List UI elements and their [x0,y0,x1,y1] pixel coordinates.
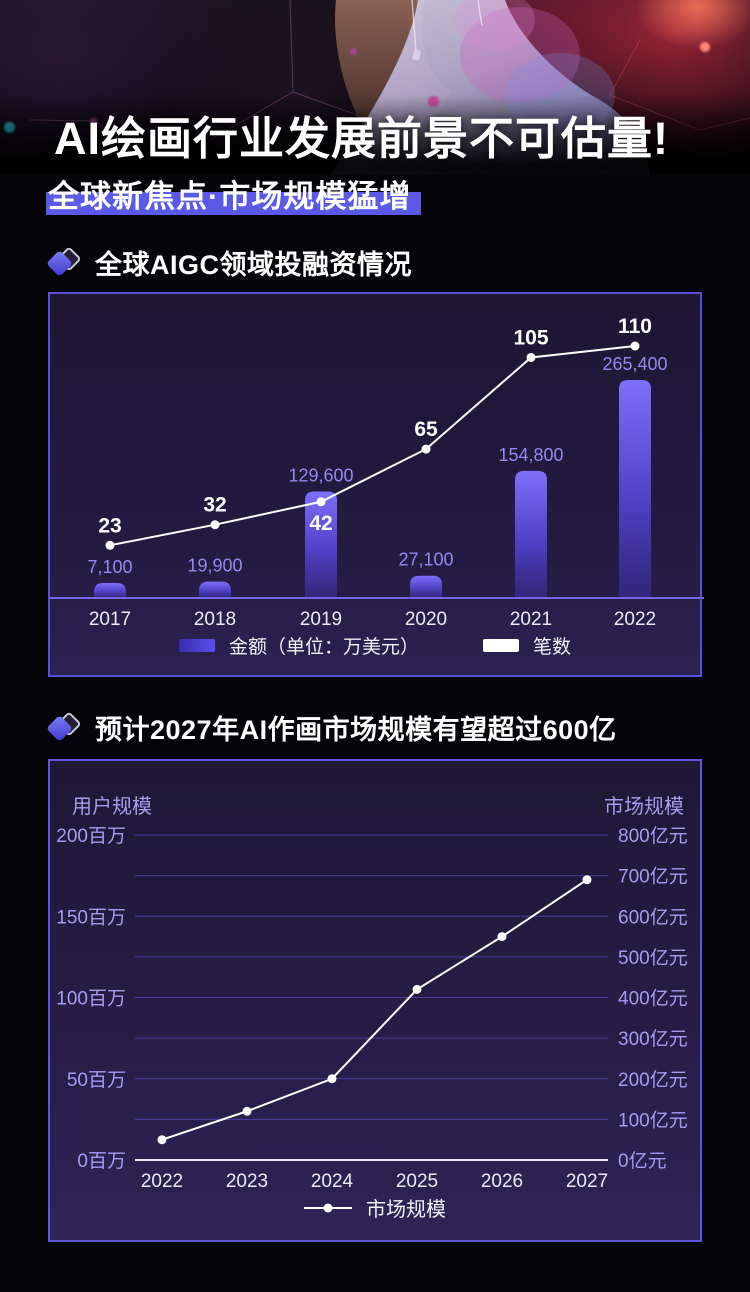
page-subtitle: 全球新焦点·市场规模猛增 [46,171,422,216]
section2-heading: 预计2027年AI作画市场规模有望超过600亿 [95,715,617,745]
point-2027 [582,875,592,885]
point-2023 [242,1106,252,1116]
point-2022 [157,1135,167,1145]
right-tick-label: 300亿元 [618,1028,688,1050]
market-legend-label: 市场规模 [366,1199,446,1221]
point-2019 [316,497,326,507]
right-tick-label: 200亿元 [618,1069,688,1091]
bar-2022 [619,380,651,598]
right-tick-label: 700亿元 [618,866,688,888]
x-tick-label: 2021 [510,609,552,630]
amount-legend-label: 金额（单位：万美元） [228,637,419,658]
left-tick-label: 150百万 [56,907,126,928]
investment-chart-panel: 7,100 19,900 129,600 27,100 154,800 265,400 23… [48,292,704,677]
line-value-label: 105 [513,326,548,349]
line-marker-icon [304,1203,352,1212]
count-legend-label: 笔数 [533,637,572,658]
section1-header: 全球AIGC领域投融资情况 [46,243,412,282]
diamond-icon [46,710,82,744]
diamond-icon [46,245,82,279]
left-tick-label: 200百万 [56,826,126,847]
count-swatch-icon [483,639,519,652]
line-value-label: 65 [414,418,438,441]
left-axis-title: 用户规模 [72,795,152,818]
x-tick-label: 2022 [141,1171,183,1192]
bar-2018 [199,581,231,598]
market-line [161,878,588,1141]
line-value-label: 42 [309,512,332,535]
point-2021 [526,352,536,362]
bar-value-label: 27,100 [398,550,453,570]
x-tick-label: 2024 [311,1171,354,1192]
legend-item-count: 笔数 [483,632,571,659]
bokeh-dot [700,42,710,52]
line-value-label: 32 [203,494,226,517]
subtitle-highlight [46,192,422,215]
point-2018 [210,520,220,530]
section1-heading: 全球AIGC领域投融资情况 [95,250,412,280]
x-tick-label: 2019 [300,609,342,630]
point-2022 [630,341,640,351]
x-tick-label: 2020 [405,609,447,630]
left-tick-label: 100百万 [56,989,126,1010]
point-2020 [421,444,431,454]
x-tick-label: 2017 [89,609,131,630]
amount-swatch-icon [178,639,215,652]
x-tick-label: 2027 [566,1171,608,1192]
bar-value-label: 129,600 [288,466,353,486]
x-tick-label: 2022 [614,609,656,630]
left-tick-label: 50百万 [67,1070,126,1091]
market-forecast-chart: 用户规模 市场规模 800亿元 200百万 700亿元 600亿元 150百万 500亿元 40… [56,795,688,1192]
point-2024 [327,1074,337,1084]
point-2026 [497,932,507,942]
right-tick-label: 100亿元 [618,1109,688,1131]
count-line [109,345,636,547]
section2-header: 预计2027年AI作画市场规模有望超过600亿 [46,708,617,747]
bar-2019 [305,491,337,598]
investment-chart: 7,100 19,900 129,600 27,100 154,800 265,400 23… [50,315,704,630]
x-tick-label: 2023 [226,1171,268,1192]
chart2-legend: 市场规模 [50,1193,700,1222]
chart1-legend: 金额（单位：万美元） 笔数 [50,632,700,659]
bar-2021 [515,470,547,598]
right-axis-title: 市场规模 [604,795,684,818]
line-value-label: 110 [618,315,652,338]
bokeh-dot [350,48,357,55]
bar-value-label: 19,900 [187,556,242,576]
x-tick-label: 2026 [481,1171,523,1192]
x-tick-label: 2018 [194,609,236,630]
line-value-label: 23 [98,514,121,537]
bar-2017 [94,583,126,598]
market-forecast-panel: 用户规模 市场规模 800亿元 200百万 700亿元 600亿元 150百万 500亿元 40… [48,759,702,1242]
subtitle-text: 全球新焦点·市场规模猛增 [48,179,412,214]
right-tick-label: 500亿元 [618,947,688,969]
legend-item-amount: 金额（单位：万美元） [178,632,419,659]
bar-value-label: 154,800 [498,445,563,465]
hero-fade [0,95,750,175]
right-tick-label: 600亿元 [618,906,688,928]
bar-2020 [410,575,442,598]
right-tick-label: 0亿元 [618,1150,667,1172]
hero-photo [0,0,750,175]
right-tick-label: 400亿元 [618,988,688,1010]
point-2017 [105,540,115,550]
page-title: AI绘画行业发展前景不可估量! [54,113,669,164]
x-tick-label: 2025 [396,1171,438,1192]
left-tick-label: 0百万 [77,1151,126,1172]
bar-value-label: 7,100 [87,557,132,577]
bar-value-label: 265,400 [602,354,667,374]
point-2025 [412,984,422,994]
right-tick-label: 800亿元 [618,825,688,847]
